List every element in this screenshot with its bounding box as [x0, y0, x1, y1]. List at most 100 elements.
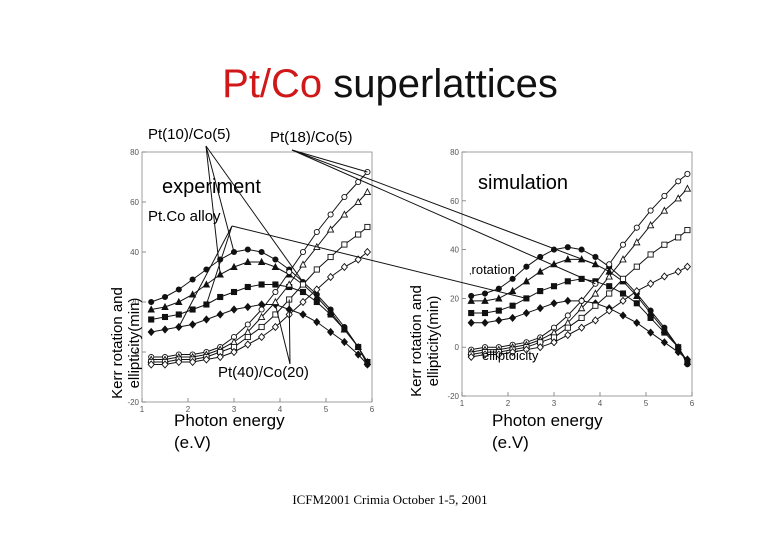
simulation-point-4	[578, 297, 585, 304]
simulation-point-7	[674, 267, 682, 276]
title-rest: superlattices	[322, 62, 558, 106]
experiment-point-7	[299, 297, 307, 307]
slide-title: Pt/Co superlattices	[0, 62, 780, 107]
simulation-point-2	[481, 309, 489, 317]
experiment-point-3	[354, 350, 362, 359]
simulation-point-1	[481, 296, 489, 304]
experiment-point-4	[258, 306, 265, 313]
simulation-point-4	[619, 241, 627, 248]
experiment-xtick-label: 5	[324, 405, 329, 414]
experiment-point-2	[148, 316, 155, 323]
simulation-point-6	[647, 251, 654, 258]
simulation-point-5	[674, 194, 682, 202]
experiment-point-2	[313, 298, 320, 306]
experiment-point-1	[257, 257, 266, 266]
simulation-point-0	[592, 253, 599, 260]
experiment-point-7	[340, 262, 349, 272]
simulation-point-1	[522, 277, 531, 285]
simulation-ytick-label: 60	[450, 197, 459, 206]
experiment-point-6	[327, 253, 334, 261]
simulation-point-1	[495, 294, 503, 302]
simulation-point-4	[661, 192, 668, 199]
simulation-point-2	[495, 307, 502, 314]
experiment-series-line-3	[151, 304, 368, 365]
experiment-point-1	[271, 262, 280, 271]
experiment-plot: -20 0 20 40 60 80 1 2 3 4 5 6	[127, 148, 374, 414]
simulation-point-3	[536, 304, 544, 313]
experiment-point-2	[189, 306, 196, 313]
simulation-ytick-label: 0	[455, 343, 460, 352]
experiment-point-3	[216, 310, 224, 319]
experiment-point-3	[202, 315, 211, 324]
simulation-point-7	[481, 350, 489, 359]
label-simulation: simulation	[478, 172, 569, 194]
simulation-xtick-label: 3	[552, 399, 557, 408]
experiment-series-line-2	[151, 284, 368, 363]
experiment-point-4	[299, 248, 307, 256]
experiment-xtick-label: 4	[278, 405, 283, 414]
experiment-point-3	[188, 320, 197, 329]
simulation-point-5	[660, 206, 669, 214]
simulation-point-5	[633, 238, 641, 246]
experiment-ytick-label: -20	[127, 398, 139, 407]
y-axis-label-right: Kerr rotation and ellipticity(min)	[408, 285, 442, 397]
simulation-point-7	[522, 345, 531, 354]
simulation-point-1	[564, 255, 572, 263]
experiment-point-1	[230, 262, 238, 271]
experiment-point-3	[313, 317, 321, 327]
simulation-point-2	[606, 283, 613, 290]
simulation-point-7	[536, 343, 544, 352]
experiment-point-2	[341, 326, 348, 333]
simulation-point-0	[495, 285, 502, 292]
experiment-ytick-label: 80	[130, 148, 139, 157]
experiment-point-2	[258, 281, 265, 288]
simulation-point-6	[606, 290, 613, 297]
simulation-point-5	[683, 184, 692, 192]
simulation-xtick-label: 1	[460, 399, 465, 408]
experiment-point-1	[147, 305, 155, 313]
experiment-point-7	[354, 255, 362, 264]
simulation-ytick-label: -20	[447, 392, 459, 401]
experiment-point-0	[244, 246, 251, 253]
experiment-xtick-label: 1	[140, 405, 145, 414]
leader-alloy-to-experiment	[205, 225, 233, 305]
leader-alloy-to-simulation	[231, 225, 527, 299]
experiment-point-7	[313, 285, 321, 294]
simulation-point-0	[509, 275, 516, 282]
simulation-point-6	[661, 241, 668, 248]
experiment-point-0	[148, 298, 155, 306]
simulation-xtick-label: 4	[598, 399, 603, 408]
simulation-point-7	[508, 347, 517, 357]
experiment-point-2	[161, 313, 169, 321]
simulation-point-2	[564, 278, 571, 285]
simulation-point-7	[577, 323, 586, 332]
experiment-point-3	[230, 305, 238, 314]
x-axis-label-left: Photon energy (e.V)	[174, 411, 285, 452]
leader-pt40-to-experiment	[274, 304, 291, 365]
simulation-point-4	[633, 224, 640, 231]
experiment-point-1	[161, 302, 169, 311]
simulation-point-7	[591, 316, 600, 325]
experiment-point-5	[299, 260, 307, 268]
experiment-point-0	[258, 248, 265, 256]
experiment-ytick-label: 0	[135, 348, 140, 357]
simulation-point-7	[467, 352, 475, 362]
experiment-point-4	[244, 321, 251, 328]
simulation-xtick-label: 6	[690, 399, 695, 408]
simulation-point-4	[675, 178, 682, 185]
simulation-point-4	[684, 170, 691, 178]
label-experiment: experiment	[162, 176, 261, 198]
label-pt18-co5: Pt(18)/Co(5)	[270, 129, 353, 146]
simulation-point-3	[550, 299, 558, 308]
simulation-point-0	[481, 290, 489, 297]
experiment-point-3	[299, 310, 307, 319]
simulation-point-2	[633, 300, 640, 307]
experiment-point-7	[326, 272, 335, 282]
simulation-point-0	[564, 244, 571, 251]
simulation-point-0	[523, 263, 530, 270]
experiment-point-7	[175, 357, 183, 367]
simulation-point-0	[578, 246, 585, 253]
experiment-point-0	[175, 286, 182, 293]
experiment-point-5	[285, 280, 293, 288]
leader-pt10-to-experiment	[205, 145, 304, 283]
